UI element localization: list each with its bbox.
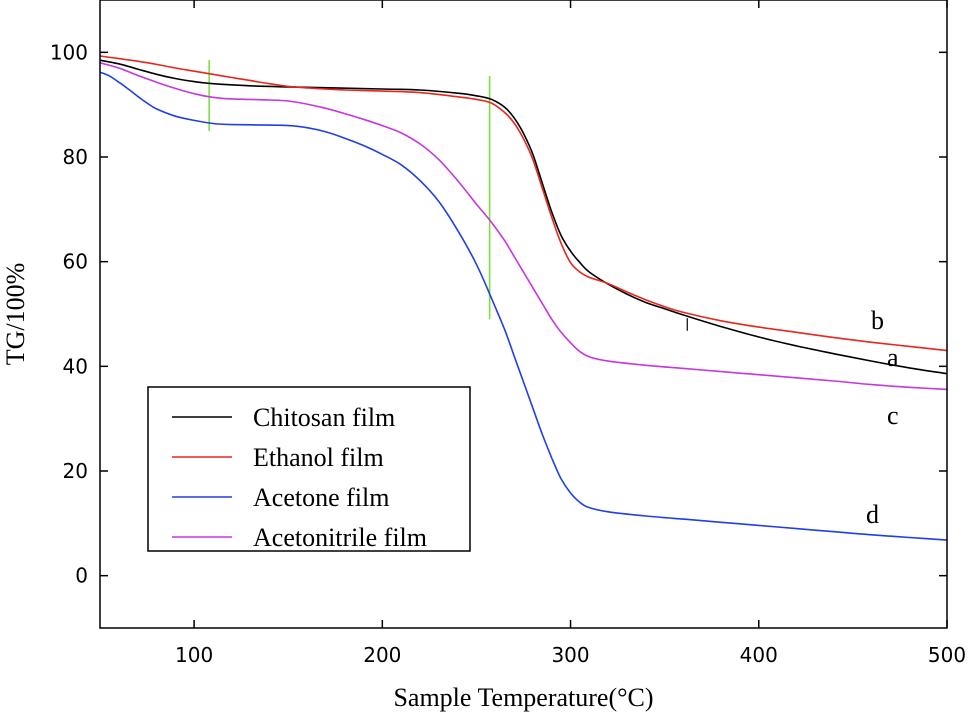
ticks-layer: 100 200 300 400 500 0 20 40 60 80 100 bbox=[50, 0, 966, 667]
x-tick-label-500: 500 bbox=[928, 643, 966, 667]
y-tick-label-0: 0 bbox=[75, 564, 88, 588]
legend-label-1: Chitosan film bbox=[253, 403, 395, 432]
legend: Chitosan film Ethanol film Acetone film Ace… bbox=[147, 386, 471, 552]
markers-layer bbox=[208, 60, 688, 331]
x-tick-label-100: 100 bbox=[175, 643, 213, 667]
curve-label-d: d bbox=[866, 500, 879, 529]
plot-frame bbox=[99, 0, 948, 629]
legend-label-4: Acetonitrile film bbox=[253, 523, 427, 552]
curve-labels: ab d c bbox=[866, 306, 899, 529]
legend-box bbox=[147, 386, 471, 552]
series-line-chitosan-film bbox=[99, 59, 948, 375]
y-tick-label-80: 80 bbox=[63, 145, 88, 169]
legend-entries: Chitosan film Ethanol film Acetone film Ace… bbox=[172, 403, 427, 552]
y-tick-label-60: 60 bbox=[63, 250, 88, 274]
x-tick-label-400: 400 bbox=[740, 643, 778, 667]
curve-label-b: b bbox=[871, 306, 884, 335]
series-line-ethanol-film bbox=[99, 55, 948, 352]
series-line-acetone-film bbox=[99, 71, 948, 541]
x-tick-label-300: 300 bbox=[551, 643, 589, 667]
series-line-acetonitrile-film bbox=[99, 62, 948, 391]
x-tick-label-200: 200 bbox=[363, 643, 401, 667]
series-layer bbox=[99, 55, 948, 541]
x-axis-title: Sample Temperature(°C) bbox=[393, 683, 653, 712]
y-tick-label-20: 20 bbox=[63, 459, 88, 483]
y-tick-label-40: 40 bbox=[63, 354, 88, 378]
y-tick-label-100: 100 bbox=[50, 40, 88, 64]
y-axis-title: TG/100% bbox=[1, 263, 30, 366]
curve-label-c: c bbox=[887, 401, 899, 430]
legend-label-2: Ethanol film bbox=[253, 443, 384, 472]
curve-label-a: a bbox=[887, 343, 899, 372]
legend-label-3: Acetone film bbox=[253, 483, 389, 512]
